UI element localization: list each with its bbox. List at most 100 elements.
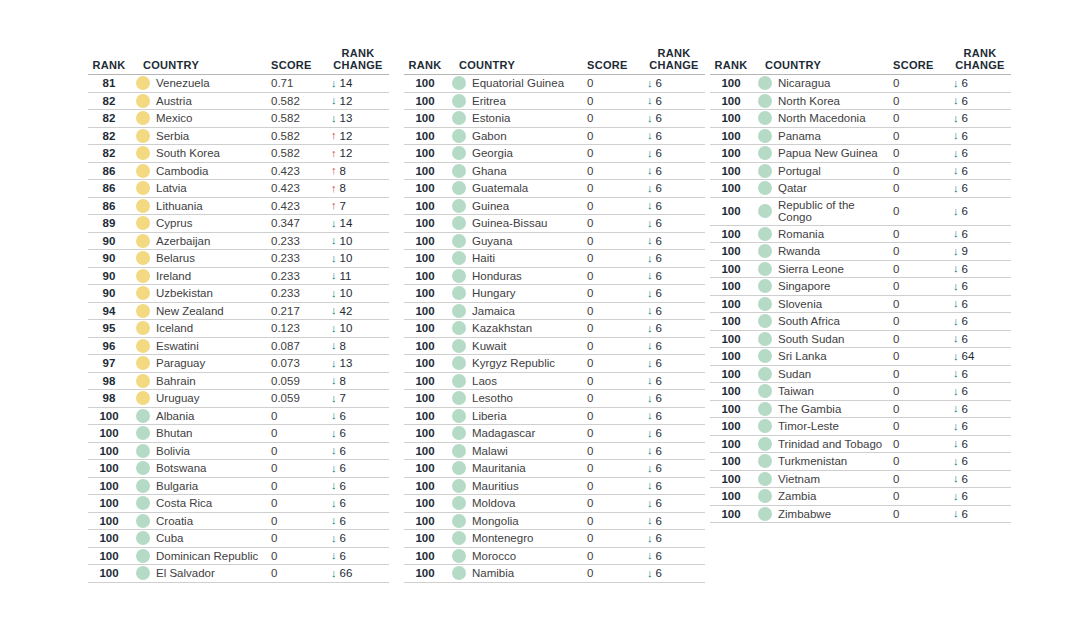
country-dot-cell xyxy=(752,111,778,125)
country-status-dot-icon xyxy=(452,146,466,160)
rank-change-value: 6 xyxy=(656,567,662,579)
country-dot-cell xyxy=(446,444,472,458)
table-row: 100Guatemala0↓6 xyxy=(404,180,705,198)
country-name: Kuwait xyxy=(472,339,587,354)
col-header-rank-change: RANK CHANGE xyxy=(949,48,1011,71)
country-status-dot-icon xyxy=(452,566,466,580)
rank-change-value: 6 xyxy=(656,322,662,334)
table-row: 81Venezuela0.71↓14 xyxy=(88,75,389,93)
table-row: 100Moldova0↓6 xyxy=(404,495,705,513)
rank-down-arrow-icon: ↓ xyxy=(331,340,337,351)
score-value: 0 xyxy=(587,550,643,562)
rank-change-value: 8 xyxy=(340,340,346,352)
rank-up-arrow-icon: ↑ xyxy=(331,200,337,211)
col-header-score: SCORE xyxy=(587,60,643,72)
country-status-dot-icon xyxy=(758,111,772,125)
country-status-dot-icon xyxy=(452,129,466,143)
rank-down-arrow-icon: ↓ xyxy=(953,333,959,344)
table-body: 81Venezuela0.71↓1482Austria0.582↓1282Mex… xyxy=(88,75,389,583)
rank-change-cell: ↓14 xyxy=(327,77,389,89)
table-row: 100South Sudan0↓6 xyxy=(710,331,1011,349)
rank-down-arrow-icon: ↓ xyxy=(647,165,653,176)
country-status-dot-icon xyxy=(452,496,466,510)
rank-down-arrow-icon: ↓ xyxy=(647,200,653,211)
rank-cell: 82 xyxy=(88,112,130,124)
country-status-dot-icon xyxy=(452,286,466,300)
rank-cell: 100 xyxy=(404,532,446,544)
score-value: 0.582 xyxy=(271,112,327,124)
rank-change-cell: ↓6 xyxy=(643,410,705,422)
rank-down-arrow-icon: ↓ xyxy=(953,165,959,176)
table-row: 100Sierra Leone0↓6 xyxy=(710,261,1011,279)
rank-change-value: 10 xyxy=(340,252,353,264)
rank-down-arrow-icon: ↓ xyxy=(647,498,653,509)
rank-down-arrow-icon: ↓ xyxy=(331,270,337,281)
rank-change-cell: ↓6 xyxy=(949,182,1011,194)
rank-change-value: 12 xyxy=(340,95,353,107)
country-status-dot-icon xyxy=(136,496,150,510)
country-dot-cell xyxy=(446,129,472,143)
rank-change-value: 6 xyxy=(656,287,662,299)
rank-change-value: 6 xyxy=(656,95,662,107)
rank-change-cell: ↓6 xyxy=(949,95,1011,107)
rank-cell: 100 xyxy=(404,112,446,124)
table-row: 100South Africa0↓6 xyxy=(710,313,1011,331)
rank-down-arrow-icon: ↓ xyxy=(331,323,337,334)
country-status-dot-icon xyxy=(136,566,150,580)
country-name: Guatemala xyxy=(472,181,587,196)
rank-change-cell: ↓64 xyxy=(949,350,1011,362)
country-status-dot-icon xyxy=(758,94,772,108)
country-dot-cell xyxy=(446,549,472,563)
country-status-dot-icon xyxy=(452,304,466,318)
country-name: Romania xyxy=(778,227,893,242)
rank-change-value: 6 xyxy=(962,368,968,380)
country-dot-cell xyxy=(130,374,156,388)
rank-change-cell: ↓6 xyxy=(327,515,389,527)
rank-change-value: 14 xyxy=(340,77,353,89)
country-name: Liberia xyxy=(472,409,587,424)
country-dot-cell xyxy=(446,199,472,213)
rank-cell: 100 xyxy=(710,490,752,502)
score-value: 0 xyxy=(271,567,327,579)
score-value: 0 xyxy=(893,263,949,275)
rank-change-cell: ↓6 xyxy=(643,357,705,369)
rank-down-arrow-icon: ↓ xyxy=(953,403,959,414)
rank-change-value: 6 xyxy=(962,403,968,415)
table-row: 100Estonia0↓6 xyxy=(404,110,705,128)
rank-change-value: 6 xyxy=(656,270,662,282)
country-dot-cell xyxy=(130,566,156,580)
score-value: 0 xyxy=(893,315,949,327)
country-name: North Macedonia xyxy=(778,111,893,126)
rank-change-value: 10 xyxy=(340,235,353,247)
score-value: 0.423 xyxy=(271,165,327,177)
country-name: Sri Lanka xyxy=(778,349,893,364)
rank-down-arrow-icon: ↓ xyxy=(647,113,653,124)
rank-down-arrow-icon: ↓ xyxy=(647,130,653,141)
rank-change-value: 6 xyxy=(656,550,662,562)
rank-change-cell: ↓6 xyxy=(643,252,705,264)
country-name: Kyrgyz Republic xyxy=(472,356,587,371)
score-value: 0 xyxy=(893,385,949,397)
score-value: 0 xyxy=(893,245,949,257)
rank-change-cell: ↓6 xyxy=(643,340,705,352)
rank-change-value: 6 xyxy=(656,532,662,544)
table-row: 82South Korea0.582↑12 xyxy=(88,145,389,163)
country-status-dot-icon xyxy=(452,216,466,230)
rank-cell: 82 xyxy=(88,130,130,142)
score-value: 0 xyxy=(587,252,643,264)
rank-change-cell: ↓6 xyxy=(949,165,1011,177)
country-dot-cell xyxy=(130,94,156,108)
score-value: 0.582 xyxy=(271,95,327,107)
table-row: 100Jamaica0↓6 xyxy=(404,303,705,321)
rank-cell: 100 xyxy=(710,298,752,310)
country-dot-cell xyxy=(446,164,472,178)
rank-change-cell: ↓6 xyxy=(643,77,705,89)
rank-change-value: 6 xyxy=(656,445,662,457)
score-value: 0.347 xyxy=(271,217,327,229)
score-value: 0.059 xyxy=(271,375,327,387)
country-status-dot-icon xyxy=(758,262,772,276)
country-status-dot-icon xyxy=(136,94,150,108)
country-status-dot-icon xyxy=(136,461,150,475)
table-body: 100Equatorial Guinea0↓6100Eritrea0↓6100E… xyxy=(404,75,705,583)
rank-change-value: 6 xyxy=(656,217,662,229)
